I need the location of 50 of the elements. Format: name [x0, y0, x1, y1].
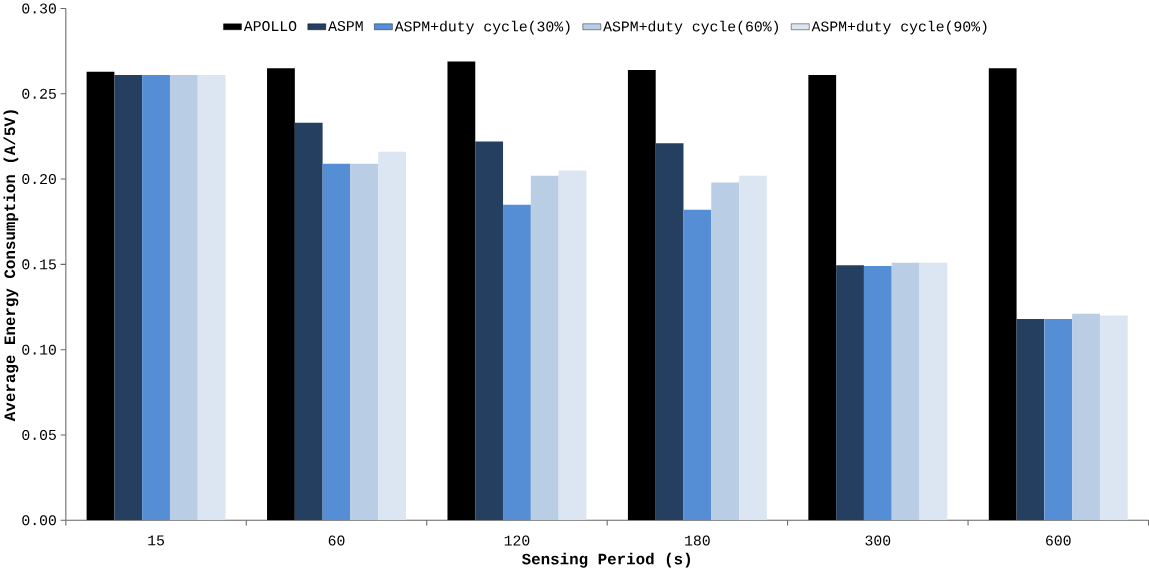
bar	[1072, 313, 1100, 521]
bar	[378, 151, 406, 521]
bar	[988, 68, 1017, 521]
legend-label: APOLLO	[243, 20, 297, 31]
bar	[142, 74, 170, 521]
bar	[114, 74, 143, 521]
y-tick-label: 0.00	[22, 515, 56, 526]
bar	[655, 143, 684, 521]
bar	[475, 141, 504, 521]
bar	[863, 266, 892, 521]
x-tick-label: 15	[148, 535, 164, 546]
bar	[447, 61, 476, 521]
bar	[322, 163, 351, 521]
bar	[294, 122, 323, 521]
legend-label: ASPM+duty cycle(60%)	[603, 20, 778, 35]
bar	[350, 163, 379, 521]
bar	[558, 170, 587, 521]
x-tick-label: 60	[328, 535, 345, 546]
legend-label: ASPM	[328, 20, 363, 31]
bar	[919, 262, 948, 521]
legend-label: ASPM+duty cycle(90%)	[811, 20, 987, 35]
y-tick-label: 0.25	[22, 88, 56, 99]
bar	[267, 68, 295, 521]
y-tick-label: 0.05	[22, 429, 56, 440]
legend-label: ASPM+duty cycle(30%)	[394, 20, 570, 35]
y-tick-label: 0.30	[22, 3, 56, 14]
bar	[1099, 315, 1128, 521]
y-tick-label: 0.15	[22, 259, 56, 270]
x-tick-label: 300	[865, 535, 891, 546]
bar	[808, 74, 837, 521]
bar	[503, 204, 531, 521]
y-tick-label: 0.10	[22, 344, 56, 355]
y-axis-title: Average Energy Consumption (A/5V)	[3, 110, 19, 422]
bar	[891, 262, 920, 521]
bar	[1044, 318, 1073, 521]
bar	[739, 175, 767, 521]
bar	[169, 74, 198, 521]
bar	[86, 71, 115, 521]
bar	[1016, 318, 1045, 521]
x-tick-label: 120	[504, 535, 530, 546]
y-tick-label: 0.20	[22, 174, 56, 185]
x-tick-label: 180	[685, 535, 710, 546]
bar	[197, 74, 226, 521]
bar	[530, 175, 559, 521]
x-tick-label: 600	[1046, 535, 1071, 546]
bar	[711, 182, 740, 521]
bar	[627, 69, 656, 521]
x-axis-title: Sensing Period (s)	[521, 552, 690, 568]
bar	[836, 265, 864, 521]
bar	[683, 209, 712, 521]
